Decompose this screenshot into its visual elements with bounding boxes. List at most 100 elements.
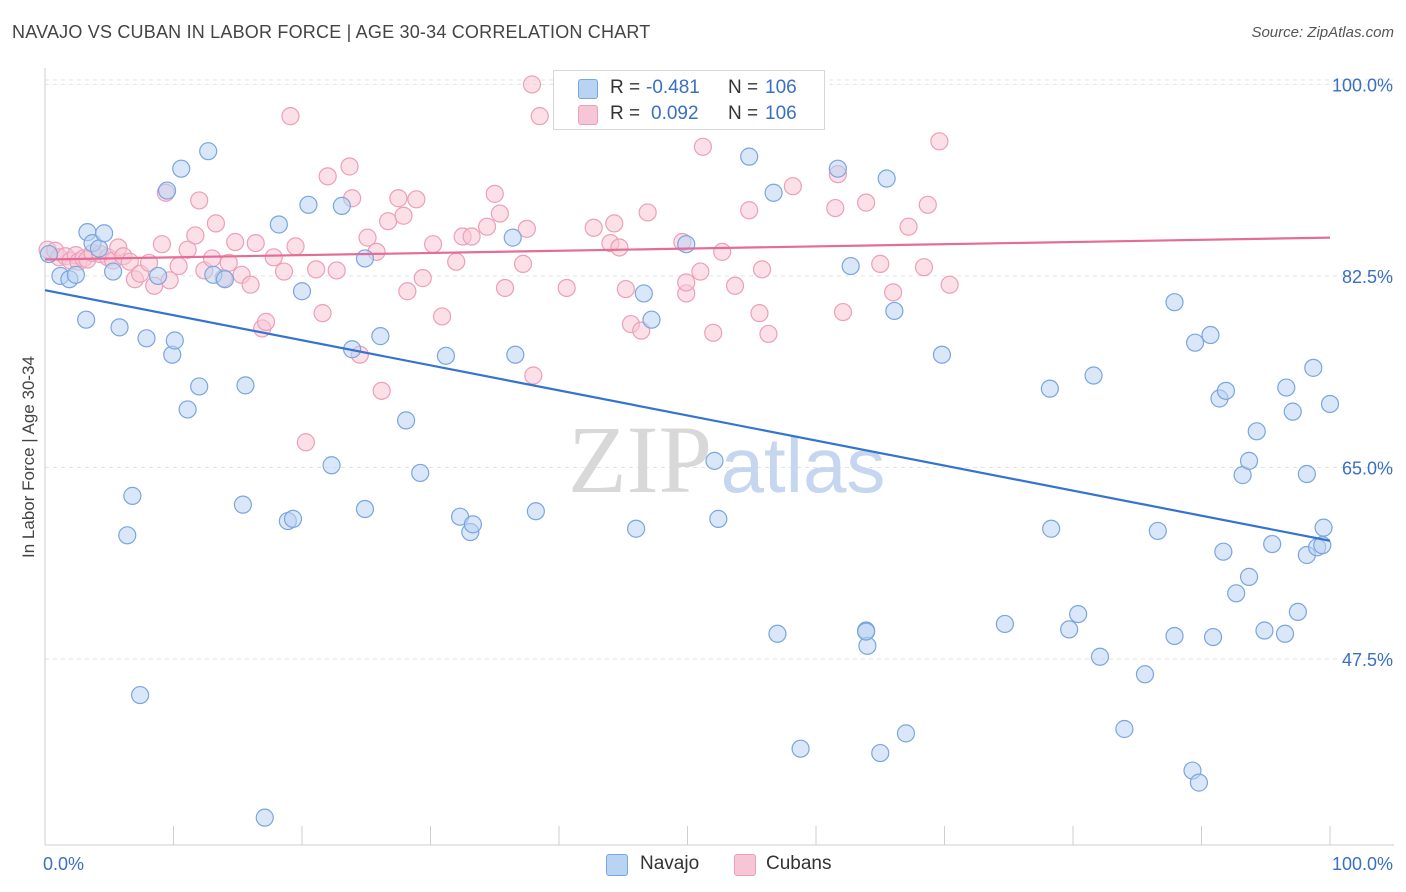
navajo-point-96 [1297, 464, 1316, 484]
cubans-point-81 [638, 203, 657, 222]
navajo-point-87 [1239, 567, 1259, 586]
cubans-point-20 [152, 235, 172, 254]
cubans-point-77 [610, 238, 629, 257]
cubans-point-47 [340, 157, 359, 176]
navajo-point-93 [1283, 402, 1302, 421]
navajo-point-68 [1069, 604, 1088, 624]
navajo-point-72 [1135, 665, 1155, 684]
cubans-point-25 [186, 226, 205, 245]
navajo-point-53 [768, 624, 787, 643]
tick-labels: 47.5% 65.0% 82.5% 100.0% 0.0% 100.0% [43, 75, 1393, 874]
cubans-r-value: 0.092 [651, 103, 699, 124]
navajo-point-46 [526, 502, 545, 521]
cubans-point-74 [584, 218, 603, 237]
navajo-point-21 [190, 377, 209, 396]
cubans-trend-line [44, 236, 1331, 261]
navajo-point-25 [236, 376, 255, 395]
cubans-point-103 [918, 195, 937, 214]
cubans-point-35 [246, 233, 265, 253]
navajo-point-39 [411, 463, 430, 483]
cubans-point-56 [398, 282, 417, 301]
navajo-point-100 [1320, 394, 1340, 414]
cubans-point-32 [226, 232, 245, 252]
navajo-point-82 [1214, 542, 1233, 561]
cubans-point-57 [407, 190, 426, 209]
cubans-point-89 [725, 276, 745, 295]
navajo-point-77 [1185, 333, 1205, 352]
navajo-point-45 [506, 345, 525, 364]
axes [44, 68, 1394, 846]
navajo-n-label: N = [728, 77, 759, 98]
navajo-point-40 [436, 346, 456, 365]
cubans-point-70 [524, 366, 543, 385]
cubans-point-40 [281, 107, 300, 126]
cubans-point-93 [759, 324, 778, 344]
cubans-point-41 [286, 237, 305, 256]
cubans-point-44 [313, 304, 332, 323]
navajo-point-97 [1304, 358, 1323, 377]
cubans-point-29 [206, 214, 226, 233]
x-tick-label-0: 0.0% [43, 854, 84, 874]
cubans-point-52 [372, 381, 391, 400]
navajo-point-104 [233, 495, 252, 514]
navajo-point-71 [1115, 719, 1134, 739]
cubans-point-84 [677, 273, 696, 292]
navajo-swatch [578, 79, 598, 99]
cubans-point-28 [202, 249, 222, 268]
navajo-point-65 [1040, 379, 1059, 398]
cubans-point-98 [857, 193, 876, 212]
navajo-point-11 [118, 526, 137, 545]
chart-title: NAVAJO VS CUBAN IN LABOR FORCE | AGE 30-… [12, 22, 651, 42]
navajo-point-69 [1084, 366, 1103, 385]
cubans-point-73 [557, 278, 576, 298]
cubans-point-43 [307, 260, 326, 279]
cubans-point-68 [513, 254, 533, 273]
cubans-point-66 [490, 204, 509, 223]
grid-lines [45, 79, 1394, 660]
navajo-point-24 [215, 270, 234, 289]
cubans-point-55 [394, 206, 413, 225]
navajo-point-15 [148, 266, 168, 286]
navajo-point-55 [828, 159, 847, 178]
x-tick-label-1: 100.0% [1332, 854, 1393, 874]
cubans-point-37 [256, 312, 276, 331]
navajo-point-36 [355, 249, 375, 268]
cubans-point-58 [413, 269, 432, 288]
cubans-point-53 [378, 212, 398, 231]
navajo-point-74 [1165, 293, 1184, 312]
navajo-point-73 [1148, 521, 1167, 541]
cubans-series [38, 75, 959, 452]
navajo-trend-line [44, 289, 1331, 542]
navajo-point-12 [123, 486, 142, 505]
cubans-point-86 [693, 137, 713, 156]
navajo-point-99 [1314, 518, 1333, 537]
watermark: ZIP atlas [568, 406, 885, 513]
trend-lines [44, 236, 1331, 542]
navajo-series [39, 142, 1340, 827]
navajo-point-102 [857, 622, 876, 641]
cubans-point-90 [740, 201, 759, 220]
navajo-point-56 [841, 256, 860, 276]
navajo-point-50 [705, 451, 724, 470]
navajo-point-43 [463, 515, 483, 534]
navajo-point-67 [1060, 620, 1079, 639]
navajo-point-29 [283, 509, 303, 528]
cubans-point-92 [752, 260, 772, 279]
navajo-point-33 [332, 196, 351, 215]
cubans-n-label: N = [728, 103, 759, 124]
cubans-point-69 [517, 219, 536, 238]
cubans-legend-label: Cubans [766, 853, 832, 874]
cubans-point-91 [750, 304, 769, 323]
cubans-point-85 [691, 262, 710, 281]
navajo-point-103 [740, 147, 759, 166]
watermark-atlas: atlas [721, 421, 886, 509]
cubans-point-23 [169, 256, 188, 276]
navajo-point-84 [1227, 584, 1246, 603]
cubans-point-39 [274, 262, 294, 281]
navajo-point-22 [199, 142, 218, 161]
navajo-point-49 [642, 310, 661, 329]
cubans-point-76 [605, 214, 624, 233]
navajo-point-66 [1042, 519, 1061, 538]
navajo-r-label: R = [610, 77, 641, 98]
